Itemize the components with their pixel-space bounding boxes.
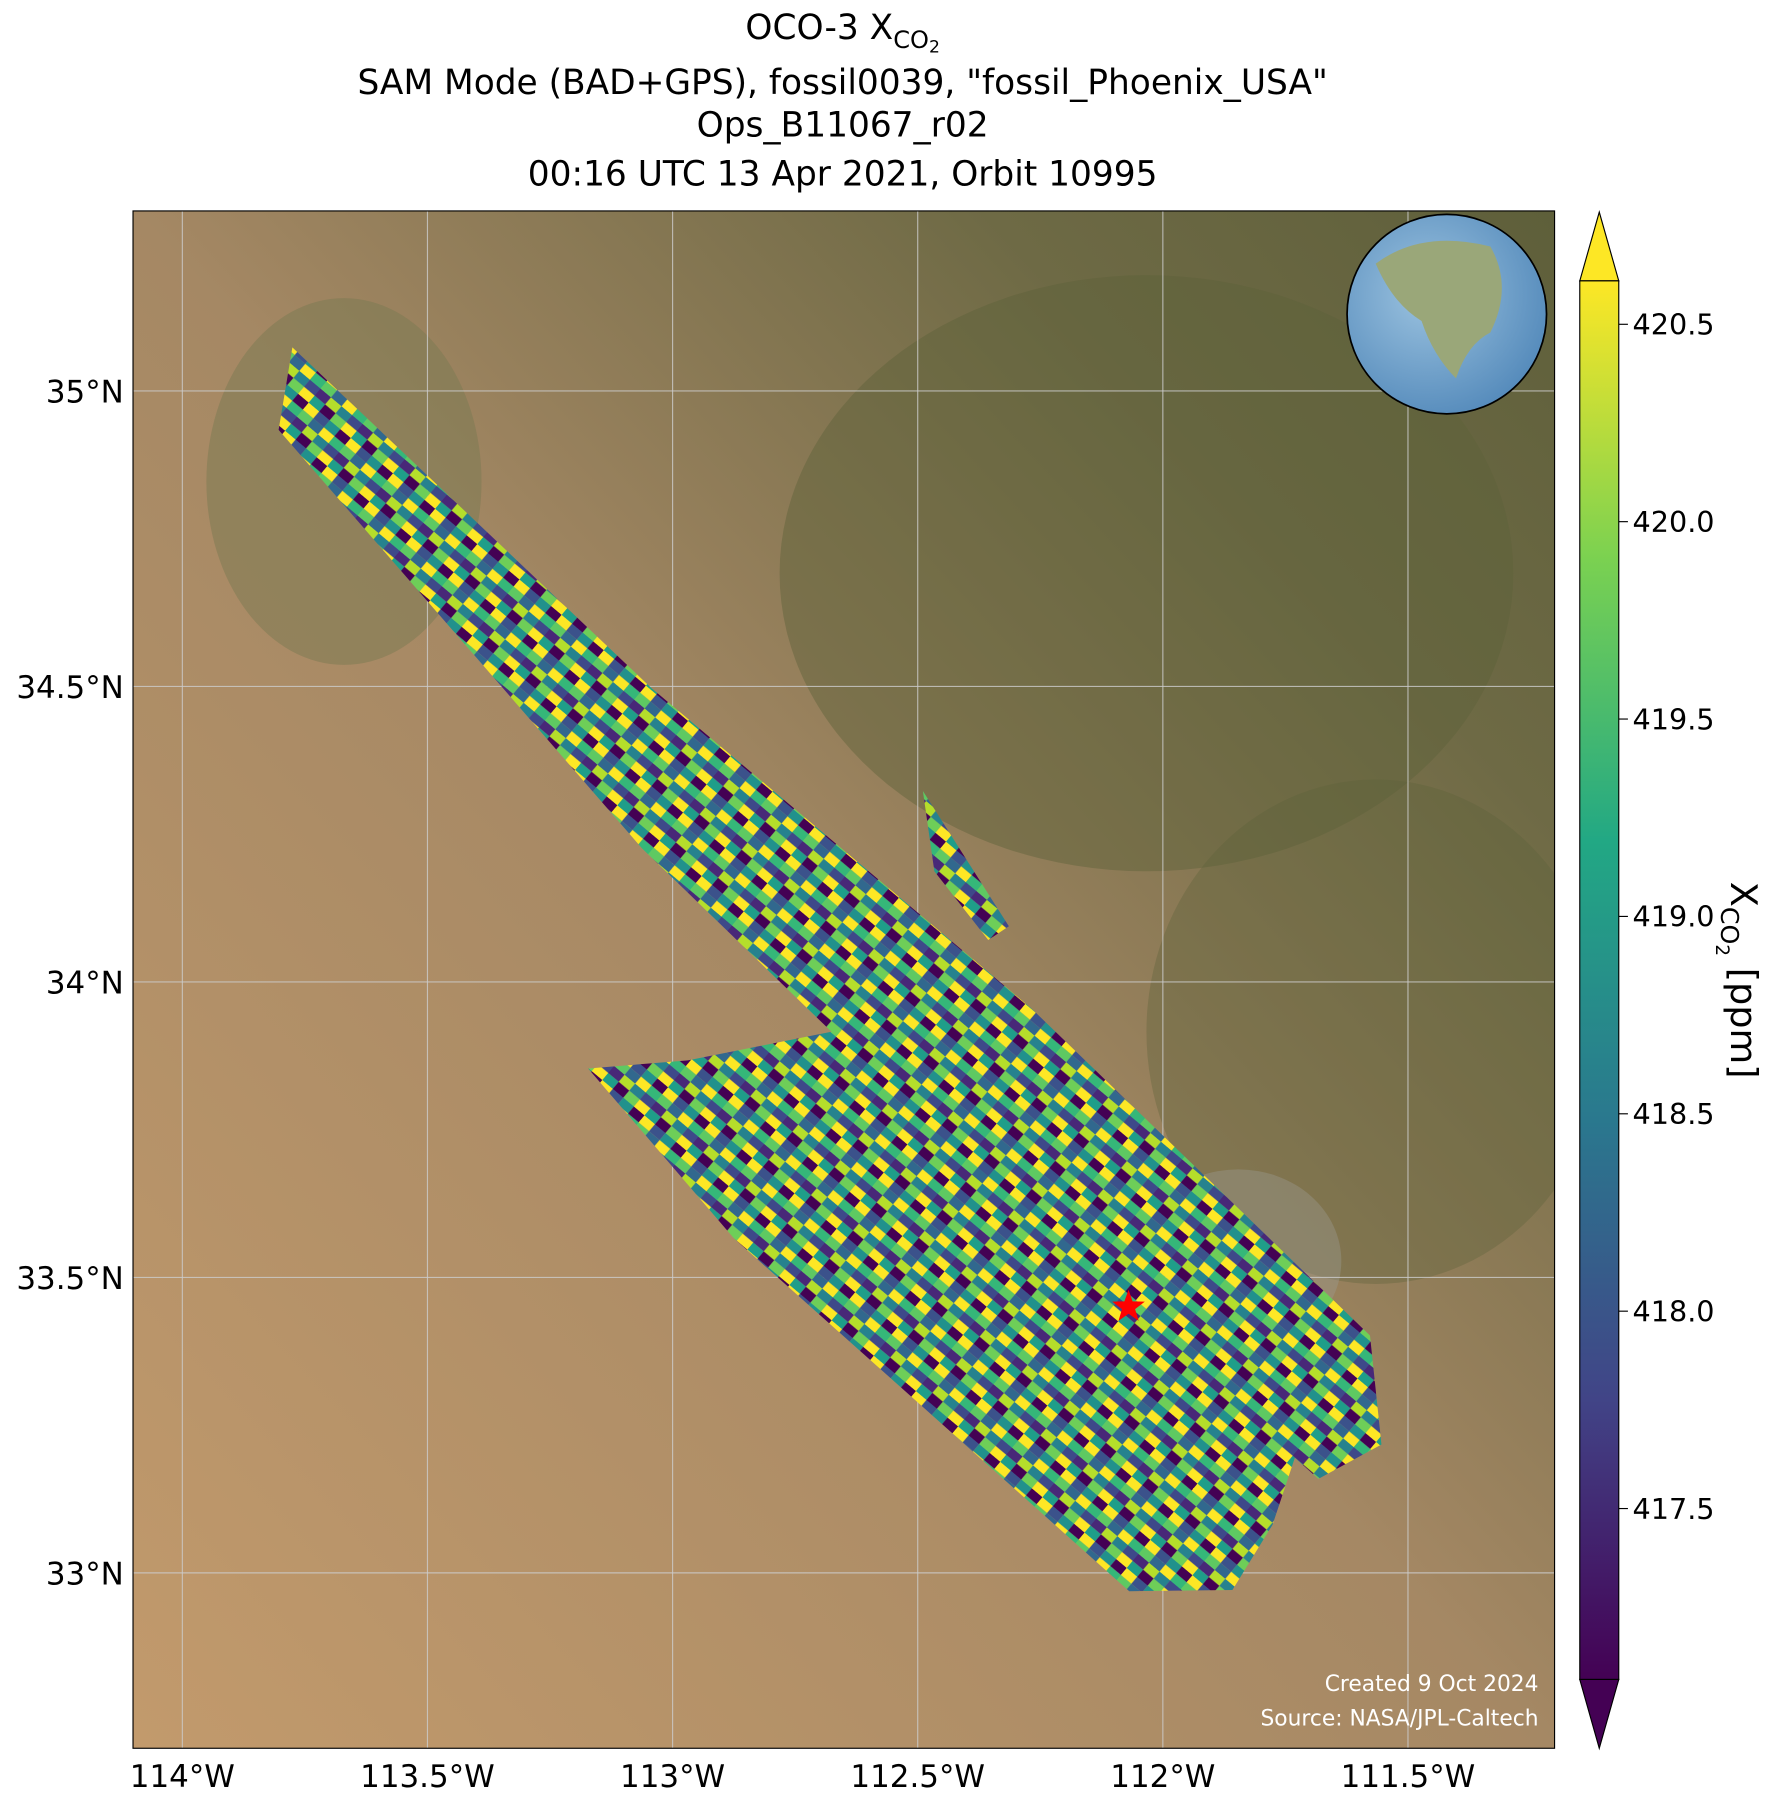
title: SAM Mode (BAD+GPS), fossil0039, "fossil_… [357, 63, 1327, 103]
y-tick-label: 34°N [46, 965, 124, 1001]
title: OCO-3 XCO2 [745, 8, 940, 58]
target-marker [1112, 1289, 1145, 1321]
swath [922, 791, 1009, 941]
inset-globe [1346, 213, 1548, 415]
y-tick-label: 35°N [46, 374, 124, 410]
x-tick-label: 113°W [620, 1759, 725, 1795]
x-tick-label: 113.5°W [360, 1759, 495, 1795]
x-tick-label: 112°W [1110, 1759, 1215, 1795]
y-tick-label: 34.5°N [16, 670, 124, 706]
title: 00:16 UTC 13 Apr 2021, Orbit 10995 [528, 155, 1158, 195]
title: Ops_B11067_r02 [697, 105, 989, 145]
annotation: Created 9 Oct 2024 [1325, 1672, 1539, 1697]
x-tick-label: 112.5°W [850, 1759, 985, 1795]
colorbar-extend [1579, 209, 1620, 282]
x-tick-label: 111.5°W [1341, 1759, 1476, 1795]
y-tick-label: 33°N [46, 1556, 124, 1592]
colorbar-extend [1579, 1678, 1620, 1751]
colorbar-tick-label: 417.5 [1633, 1492, 1715, 1526]
colorbar-tick-label: 419.5 [1633, 702, 1715, 736]
terrain [1146, 779, 1555, 1284]
swath [278, 347, 1382, 1479]
swath [588, 1028, 1296, 1592]
colorbar-tick-label: 420.5 [1633, 308, 1715, 342]
map-frame [132, 210, 1556, 1749]
colorbar-tick-label: 420.0 [1633, 505, 1715, 539]
colorbar-label: XCO2 [ppm] [1711, 882, 1765, 1079]
colorbar-tick-label: 418.0 [1633, 1294, 1715, 1328]
y-tick-label: 33.5°N [16, 1261, 124, 1297]
x-tick-label: 114°W [130, 1759, 235, 1795]
colorbar [1579, 280, 1620, 1681]
terrain [779, 275, 1514, 872]
colorbar-tick-label: 418.5 [1633, 1097, 1715, 1131]
map-area [133, 210, 1555, 1749]
annotation: Source: NASA/JPL-Caltech [1260, 1706, 1538, 1731]
colorbar-tick-label: 419.0 [1633, 900, 1715, 934]
